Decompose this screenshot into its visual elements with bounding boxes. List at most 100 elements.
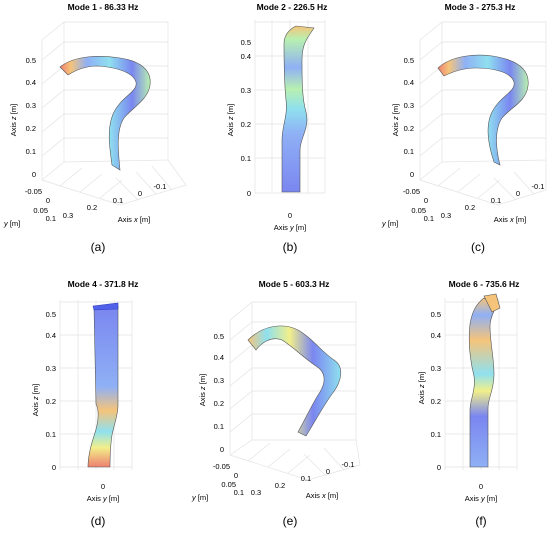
z-tick: 0 [220, 445, 224, 454]
y-tick: 0.1 [46, 214, 56, 223]
z-tick: 0.1 [26, 147, 36, 156]
y-tick: 0.1 [424, 214, 434, 223]
y-tick: 0 [46, 196, 50, 205]
z-tick: 0.5 [241, 38, 251, 47]
z-tick: 0.4 [241, 52, 251, 61]
z-tick: 0.4 [214, 353, 224, 362]
panel-a-ylabel: y [m] [3, 219, 20, 228]
x-tick: 0.2 [275, 481, 285, 490]
x-tick: 0.1 [491, 196, 501, 205]
y-tick: -0.05 [213, 462, 230, 471]
z-tick: 0.3 [241, 86, 251, 95]
x-tick: 0 [326, 467, 330, 476]
z-tick: 0.5 [46, 310, 56, 319]
panel-c-yticks: -0.05 0 0.05 0.1 [403, 187, 434, 223]
panel-d-title: Mode 4 - 371.8 Hz [68, 279, 139, 289]
mode-shape-surface [87, 305, 119, 468]
y-tick: 0 [234, 471, 238, 480]
x-tick: 0.3 [63, 211, 73, 220]
z-tick: 0.3 [214, 376, 224, 385]
panel-e-ylabel: y [m] [191, 493, 208, 502]
x-tick: 0.3 [251, 488, 261, 497]
z-tick: 0.2 [404, 124, 414, 133]
panel-f-xlabel: Axis y [m] [465, 494, 498, 503]
panel-d-zlabel: Axis z [m] [31, 384, 40, 417]
x-tick: 0 [479, 482, 483, 491]
z-tick: 0.4 [431, 331, 441, 340]
panel-d-xlabel: Axis y [m] [87, 494, 120, 503]
z-tick: 0 [247, 189, 251, 198]
panel-e-caption: (e) [283, 514, 298, 528]
panel-e: Mode 5 - 603.3 Hz Axis z [m] 0 0.1 0.2 0… [191, 279, 361, 528]
z-tick: 0.1 [241, 154, 251, 163]
panel-e-yticks: -0.05 0 0.05 0.1 [213, 462, 244, 497]
panel-c-xticks: 0.3 0.2 0.1 0 -0.1 [441, 182, 545, 220]
z-tick: 0.5 [26, 56, 36, 65]
z-tick: 0 [437, 463, 441, 472]
z-tick: 0.4 [26, 78, 36, 87]
panel-e-xticks: 0.3 0.2 0.1 0 -0.1 [251, 460, 355, 497]
z-tick: 0.2 [214, 399, 224, 408]
panel-c-zlabel: Axis z [m] [391, 104, 400, 137]
panel-c-ylabel: y [m] [381, 219, 398, 228]
z-tick: 0.5 [214, 332, 224, 341]
panel-e-zticks: 0 0.1 0.2 0.3 0.4 0.5 [214, 332, 224, 454]
z-tick: 0 [32, 170, 36, 179]
x-tick: 0 [101, 482, 105, 491]
x-tick: -0.1 [342, 460, 355, 469]
panel-d: Mode 4 - 371.8 Hz Axis z [m] 0 0.1 0.2 0… [31, 279, 138, 528]
panel-c-grid [419, 21, 547, 206]
z-tick: 0 [52, 463, 56, 472]
panel-a-caption: (a) [91, 240, 106, 254]
z-tick: 0.2 [431, 397, 441, 406]
mode-shape-surface [281, 25, 315, 193]
y-tick: 0 [424, 196, 428, 205]
x-tick: 0 [516, 189, 520, 198]
mode-shape-top-edge [92, 302, 119, 311]
x-tick: 0.2 [87, 203, 97, 212]
panel-e-zlabel: Axis z [m] [198, 374, 207, 407]
x-tick: 0.2 [465, 203, 475, 212]
panel-b: Mode 2 - 226.5 Hz Axis z [m] 0 0.1 0.2 0… [226, 2, 327, 254]
x-tick: -0.1 [532, 182, 545, 191]
panel-f-caption: (f) [475, 514, 486, 528]
y-tick: 0.05 [33, 206, 48, 215]
mode-shape-top-edge [483, 293, 501, 313]
panel-f-title: Mode 6 - 735.6 Hz [449, 279, 520, 289]
panel-d-zticks: 0 0.1 0.2 0.3 0.4 0.5 [46, 310, 56, 472]
z-tick: 0.3 [46, 364, 56, 373]
panel-c-caption: (c) [471, 240, 485, 254]
y-tick: 0.05 [221, 480, 236, 489]
panel-b-caption: (b) [283, 240, 298, 254]
z-tick: 0.2 [241, 120, 251, 129]
panel-e-xlabel: Axis x [m] [306, 491, 339, 500]
y-tick: 0.05 [411, 206, 426, 215]
mode-shape-surface [247, 325, 342, 437]
z-tick: 0.4 [46, 331, 56, 340]
z-tick: 0.5 [404, 56, 414, 65]
z-tick: 0.4 [404, 78, 414, 87]
z-tick: 0.1 [404, 147, 414, 156]
panel-e-title: Mode 5 - 603.3 Hz [259, 279, 330, 289]
z-tick: 0.2 [46, 397, 56, 406]
mode-shape-surface [468, 297, 497, 468]
panel-f-zlabel: Axis z [m] [417, 372, 426, 405]
panel-a-xticks: 0.3 0.2 0.1 0 -0.1 [63, 182, 167, 220]
y-tick: 0.1 [234, 488, 244, 497]
panel-a: Mode 1 - 86.33 Hz Axis z [m] 0 0.1 0.2 0… [3, 2, 187, 254]
x-tick: 0 [288, 211, 292, 220]
y-tick: -0.05 [25, 187, 42, 196]
panel-b-title: Mode 2 - 226.5 Hz [257, 2, 328, 12]
panel-c-zticks: 0 0.1 0.2 0.3 0.4 0.5 [404, 56, 414, 179]
panel-b-zticks: 0 0.1 0.2 0.3 0.4 0.5 [241, 38, 251, 198]
z-tick: 0.1 [46, 430, 56, 439]
x-tick: 0.1 [113, 196, 123, 205]
panel-f: Mode 6 - 735.6 Hz Axis z [m] 0 0.1 0.2 0… [417, 279, 519, 528]
z-tick: 0.5 [431, 310, 441, 319]
x-tick: 0.3 [441, 211, 451, 220]
panel-b-zlabel: Axis z [m] [226, 104, 235, 137]
z-tick: 0.3 [404, 101, 414, 110]
panel-b-xlabel: Axis y [m] [274, 223, 307, 232]
x-tick: 0 [138, 189, 142, 198]
